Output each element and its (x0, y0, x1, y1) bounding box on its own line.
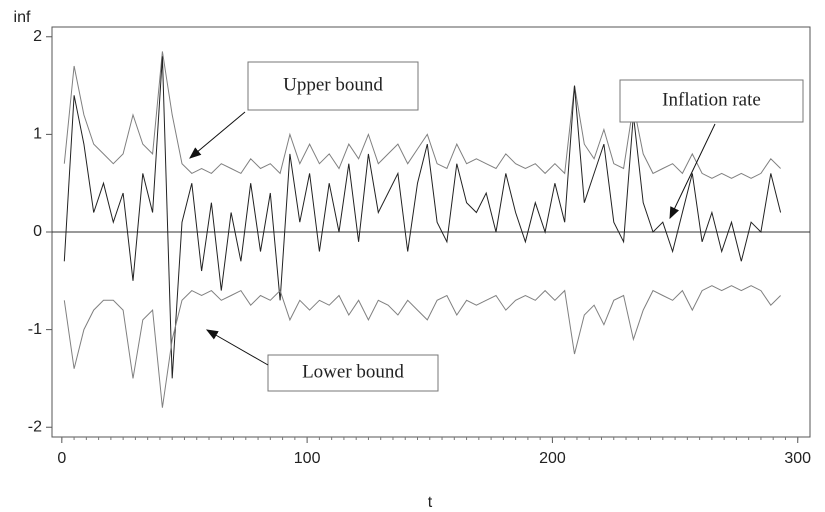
annotation-arrow (189, 111, 246, 159)
y-tick-label: -1 (28, 321, 42, 338)
annotation-arrow (205, 329, 269, 366)
annotation-box (619, 79, 804, 123)
x-tick-label: 0 (57, 450, 66, 467)
x-tick-label: 100 (294, 450, 321, 467)
y-tick-label: 1 (33, 126, 42, 143)
series-line (63, 56, 782, 379)
annotation-box (267, 354, 439, 392)
annotation-label: Upper bound (283, 74, 383, 95)
x-axis-label: t (428, 494, 433, 511)
annotation-label: Lower bound (302, 361, 404, 382)
annotation-box (247, 61, 419, 111)
y-tick-label: 2 (33, 28, 42, 45)
y-axis-label: inf (14, 9, 31, 26)
series-line (63, 51, 781, 179)
x-tick-label: 300 (784, 450, 811, 467)
annotation-arrow (669, 123, 716, 220)
y-tick-label: -2 (28, 418, 42, 435)
y-tick-label: 0 (33, 223, 42, 240)
x-tick-label: 200 (539, 450, 566, 467)
annotation-label: Inflation rate (662, 89, 761, 110)
series-line (63, 285, 781, 408)
